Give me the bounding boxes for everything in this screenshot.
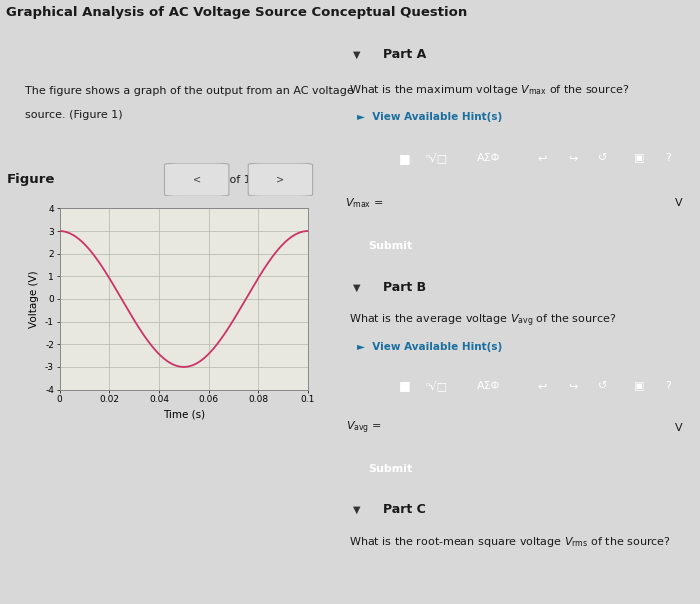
Text: ▣: ▣: [634, 153, 645, 163]
Text: AΣΦ: AΣΦ: [477, 381, 500, 391]
Text: What is the average voltage $V_{\mathrm{avg}}$ of the source?: What is the average voltage $V_{\mathrm{…: [349, 312, 617, 329]
Text: ▼: ▼: [354, 50, 360, 60]
Text: ■: ■: [398, 152, 410, 165]
Text: >: >: [276, 175, 284, 185]
Text: ↩: ↩: [538, 153, 547, 163]
Text: $V_{\mathrm{avg}}$ =: $V_{\mathrm{avg}}$ =: [346, 420, 382, 436]
Text: ⁿ√□: ⁿ√□: [426, 153, 448, 164]
Text: Part A: Part A: [383, 48, 426, 62]
Text: ↺: ↺: [598, 153, 608, 163]
Text: ?: ?: [665, 381, 671, 391]
Text: 1 of 1: 1 of 1: [220, 175, 251, 185]
Text: What is the maximum voltage $V_{\mathrm{max}}$ of the source?: What is the maximum voltage $V_{\mathrm{…: [349, 83, 630, 97]
Text: ↪: ↪: [568, 381, 578, 391]
Text: ■: ■: [398, 379, 410, 393]
Text: ▼: ▼: [354, 283, 360, 292]
X-axis label: Time (s): Time (s): [162, 410, 205, 420]
Text: What is the root-mean square voltage $V_{\mathrm{rms}}$ of the source?: What is the root-mean square voltage $V_…: [349, 535, 671, 549]
Text: Submit: Submit: [368, 464, 412, 474]
Text: Submit: Submit: [368, 241, 412, 251]
Text: V: V: [675, 423, 682, 433]
Text: Graphical Analysis of AC Voltage Source Conceptual Question: Graphical Analysis of AC Voltage Source …: [6, 6, 467, 19]
Text: Part B: Part B: [383, 281, 426, 294]
Text: V: V: [675, 198, 682, 208]
Text: Figure: Figure: [7, 173, 55, 186]
Text: Part C: Part C: [383, 503, 426, 516]
Text: ?: ?: [665, 153, 671, 163]
Text: source. (Figure 1): source. (Figure 1): [25, 110, 122, 120]
Text: $V_{\mathrm{max}}$ =: $V_{\mathrm{max}}$ =: [345, 196, 384, 210]
Text: ↩: ↩: [538, 381, 547, 391]
Y-axis label: Voltage (V): Voltage (V): [29, 270, 39, 328]
Text: ⁿ√□: ⁿ√□: [426, 381, 448, 391]
Text: ►  View Available Hint(s): ► View Available Hint(s): [356, 112, 502, 122]
FancyBboxPatch shape: [164, 163, 229, 196]
Text: ▼: ▼: [354, 505, 360, 515]
Text: ►  View Available Hint(s): ► View Available Hint(s): [356, 342, 502, 352]
FancyBboxPatch shape: [248, 163, 313, 196]
Text: ↪: ↪: [568, 153, 578, 163]
Text: ↺: ↺: [598, 381, 608, 391]
Text: The figure shows a graph of the output from an AC voltage: The figure shows a graph of the output f…: [25, 86, 354, 96]
Text: AΣΦ: AΣΦ: [477, 153, 500, 163]
Text: <: <: [193, 175, 201, 185]
Text: ▣: ▣: [634, 381, 645, 391]
